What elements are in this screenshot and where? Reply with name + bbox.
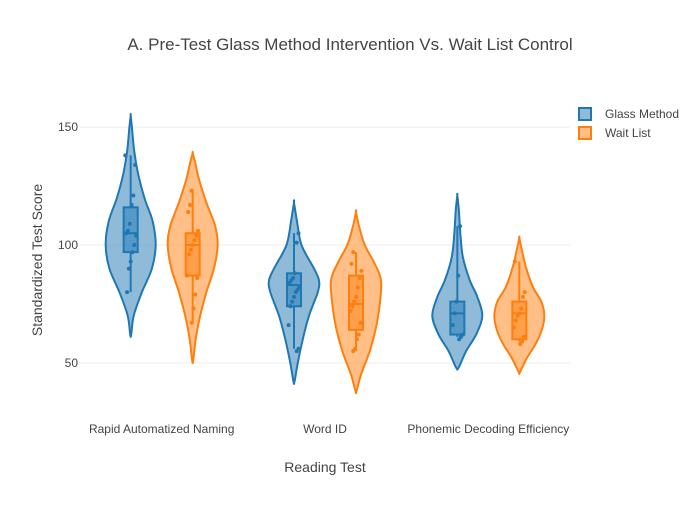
data-point: [294, 349, 299, 354]
data-point: [518, 342, 523, 346]
box: [184, 232, 201, 277]
data-point: [188, 247, 193, 252]
chart-title: A. Pre-Test Glass Method Intervention Vs…: [127, 35, 572, 54]
y-tick-label: 100: [58, 238, 78, 252]
data-point: [189, 188, 194, 193]
box: [449, 300, 466, 336]
data-point: [511, 325, 516, 330]
data-point: [522, 290, 527, 295]
legend-swatch: [578, 126, 592, 140]
data-point: [287, 280, 292, 285]
data-point: [357, 276, 362, 280]
data-point: [349, 261, 354, 266]
data-point: [190, 243, 195, 247]
data-point: [296, 231, 301, 236]
data-point: [521, 334, 526, 339]
data-point: [191, 306, 196, 311]
data-point: [351, 349, 356, 354]
data-point: [130, 250, 135, 255]
data-point: [189, 320, 194, 325]
data-point: [294, 240, 299, 245]
data-point: [123, 153, 128, 158]
data-point: [450, 323, 455, 328]
data-point: [192, 238, 197, 243]
data-point: [292, 271, 297, 276]
data-point: [185, 273, 190, 278]
data-point: [458, 224, 463, 229]
data-point: [194, 233, 199, 238]
data-point: [356, 332, 361, 337]
legend-item[interactable]: Glass Method: [578, 107, 679, 121]
data-point: [187, 252, 192, 257]
x-tick-layer: Rapid Automatized Naming Word ID Phonemic …: [89, 422, 569, 436]
data-point: [515, 313, 520, 318]
legend-label: Glass Method: [605, 107, 679, 121]
y-axis-label: Standardized Test Score: [29, 184, 45, 336]
data-point: [124, 231, 129, 236]
data-point: [133, 162, 138, 167]
data-point: [454, 299, 459, 304]
data-point: [132, 243, 137, 247]
data-point: [513, 318, 518, 323]
data-point: [355, 285, 360, 290]
grid-layer: 50 100 150: [58, 120, 570, 370]
data-point: [352, 299, 357, 304]
data-point: [187, 202, 192, 207]
data-point: [290, 299, 295, 304]
data-point: [193, 292, 198, 297]
data-point: [351, 250, 356, 255]
x-axis-label: Reading Test: [284, 459, 366, 475]
legend-item[interactable]: Wait List: [578, 126, 651, 140]
plot-layer: [104, 112, 546, 395]
legend-swatch: [578, 107, 592, 121]
data-point: [354, 294, 358, 299]
box: [348, 274, 364, 331]
series-glass-method: [104, 112, 484, 386]
data-point: [519, 306, 524, 311]
series-wait-list: [166, 150, 546, 395]
data-point: [196, 228, 201, 233]
data-point: [288, 304, 293, 309]
x-tick-label: Phonemic Decoding Efficiency: [407, 422, 569, 436]
y-tick-label: 50: [65, 356, 79, 370]
box: [511, 300, 528, 341]
x-tick-label: Word ID: [303, 422, 347, 436]
data-point: [293, 290, 298, 295]
data-point: [350, 304, 355, 309]
data-point: [452, 311, 457, 316]
data-point: [292, 294, 296, 299]
data-point: [195, 276, 200, 280]
data-point: [131, 193, 136, 198]
y-tick-label: 150: [58, 120, 78, 134]
data-point: [126, 266, 131, 271]
data-point: [348, 309, 353, 313]
data-point: [456, 273, 461, 278]
data-point: [358, 320, 363, 325]
data-point: [129, 202, 134, 207]
data-point: [125, 290, 130, 295]
x-tick-label: Rapid Automatized Naming: [89, 422, 234, 436]
data-point: [134, 233, 139, 238]
data-point: [286, 323, 291, 328]
data-point: [186, 210, 191, 214]
data-point: [354, 337, 359, 342]
data-point: [359, 268, 364, 273]
data-point: [127, 221, 132, 226]
data-point: [520, 294, 525, 299]
data-point: [128, 259, 133, 264]
data-point: [457, 337, 462, 342]
legend[interactable]: Glass Method Wait List: [578, 107, 679, 140]
data-point: [512, 259, 517, 264]
legend-label: Wait List: [605, 126, 651, 140]
